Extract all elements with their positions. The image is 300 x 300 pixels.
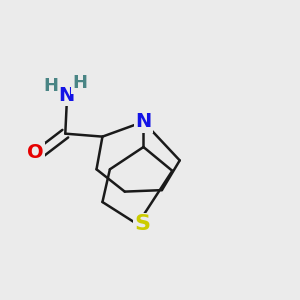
- Text: N: N: [59, 85, 75, 104]
- Text: S: S: [135, 214, 151, 234]
- Text: N: N: [135, 112, 152, 131]
- Text: H: H: [73, 74, 88, 92]
- Text: O: O: [27, 143, 44, 163]
- Text: H: H: [43, 77, 58, 95]
